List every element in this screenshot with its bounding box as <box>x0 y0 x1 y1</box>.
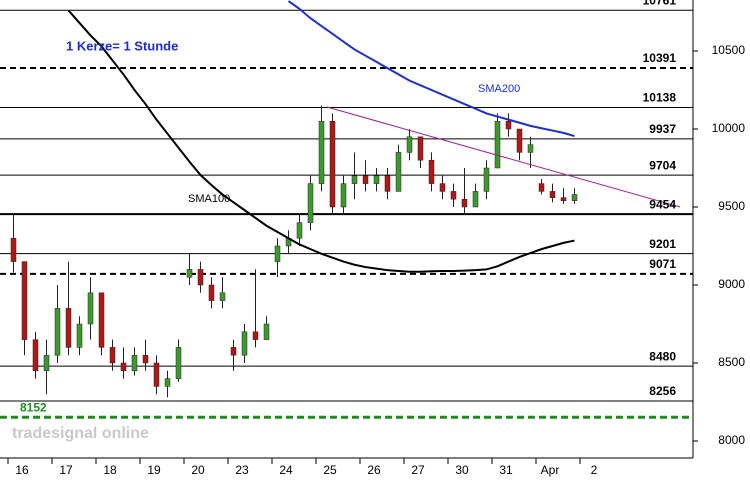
y-tick-label: 8500 <box>718 355 745 369</box>
x-tick-label: 2 <box>591 463 598 477</box>
candle-body <box>10 237 17 262</box>
candle-body <box>329 120 336 208</box>
candle-body <box>252 331 259 340</box>
y-tick-label: 10500 <box>712 43 746 57</box>
sma-line <box>67 9 575 273</box>
subtitle: 1 Kerze= 1 Stunde <box>66 38 178 53</box>
level-label: 9071 <box>649 257 676 271</box>
candle-body <box>296 222 303 239</box>
level-label: 10761 <box>643 0 677 7</box>
candle-body <box>219 292 226 301</box>
candle-body <box>76 323 83 348</box>
candle-body <box>516 128 523 153</box>
candle-body <box>230 347 237 356</box>
level-label: 9704 <box>649 158 676 172</box>
candle-body <box>98 292 105 348</box>
sma-label: SMA200 <box>478 83 520 95</box>
candle-body <box>109 347 116 364</box>
x-tick-label: 23 <box>235 463 249 477</box>
level-label: 8256 <box>649 384 676 398</box>
x-tick-label: 16 <box>15 463 29 477</box>
candle-body <box>483 167 490 192</box>
candle-body <box>32 339 39 372</box>
x-tick-label: 17 <box>59 463 73 477</box>
candle-body <box>87 292 94 325</box>
candle-body <box>131 354 138 372</box>
candle-body <box>54 308 61 356</box>
x-tick-label: 18 <box>103 463 117 477</box>
candle-body <box>175 347 182 379</box>
x-tick-label: 20 <box>191 463 205 477</box>
candle-body <box>340 183 347 208</box>
candle-body <box>43 354 50 372</box>
candle-body <box>208 284 215 301</box>
y-tick-label: 9500 <box>718 199 745 213</box>
candle-body <box>186 269 193 278</box>
candle-body <box>307 183 314 223</box>
x-tick-label: 25 <box>323 463 337 477</box>
candle-body <box>351 175 358 184</box>
candle-body <box>373 175 380 184</box>
candle-body <box>527 144 534 153</box>
candle-body <box>505 120 512 130</box>
x-tick-label: 30 <box>455 463 469 477</box>
candle-body <box>494 120 501 169</box>
y-tick-label: 10000 <box>712 121 746 135</box>
watermark: tradesignal online <box>12 425 149 442</box>
x-tick-label: 31 <box>499 463 513 477</box>
level-label: 9937 <box>649 122 676 136</box>
candle-body <box>65 308 72 348</box>
candle-body <box>461 198 468 208</box>
y-tick-label: 9000 <box>718 277 745 291</box>
candle-body <box>142 354 149 364</box>
candle-body <box>549 191 556 198</box>
trend-line <box>326 106 681 208</box>
candle-body <box>428 159 435 184</box>
candle-body <box>164 378 171 387</box>
x-tick-label: Apr <box>541 463 560 477</box>
level-label: 9454 <box>649 197 676 211</box>
candle-body <box>318 120 325 184</box>
level-label: 9201 <box>649 237 676 251</box>
candle-body <box>120 362 127 372</box>
candle-body <box>263 323 270 340</box>
candle-body <box>395 152 402 192</box>
y-tick-label: 8000 <box>718 433 745 447</box>
candle-body <box>384 175 391 192</box>
x-tick-label: 26 <box>367 463 381 477</box>
candle-body <box>538 183 545 192</box>
candle-body <box>406 136 413 153</box>
level-label: 8480 <box>649 349 676 363</box>
sma-label: SMA100 <box>188 193 230 205</box>
candle-body <box>21 261 28 340</box>
candle-body <box>274 245 281 262</box>
candle-body <box>450 191 457 200</box>
candle-body <box>241 331 248 356</box>
level-label: 10391 <box>643 51 677 65</box>
x-tick-label: 19 <box>147 463 161 477</box>
x-tick-label: 27 <box>411 463 425 477</box>
candle-body <box>417 136 424 161</box>
sma-line <box>287 0 575 137</box>
level-label: 10138 <box>643 91 677 105</box>
candle-body <box>362 175 369 184</box>
level-label: 8152 <box>20 400 47 414</box>
candle-body <box>472 191 479 208</box>
candle-body <box>571 194 578 202</box>
candle-body <box>439 183 446 192</box>
candle-body <box>197 269 204 286</box>
candle-body <box>153 362 160 387</box>
candle-body <box>560 197 567 202</box>
x-tick-label: 24 <box>279 463 293 477</box>
